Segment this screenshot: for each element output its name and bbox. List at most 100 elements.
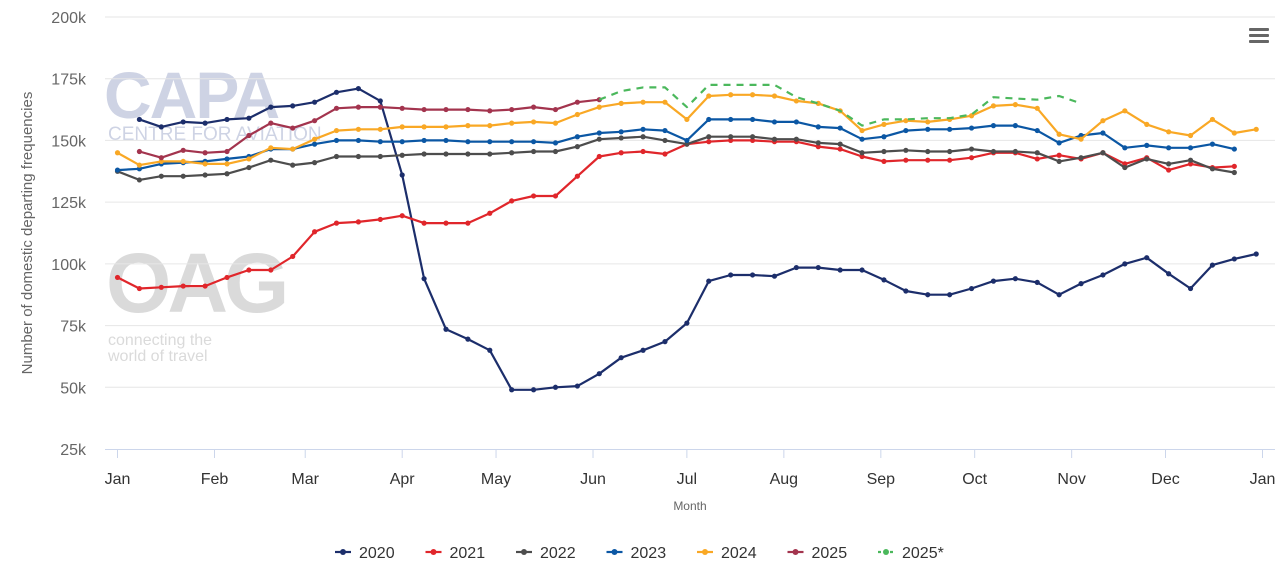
data-point	[837, 146, 843, 152]
data-point	[1122, 261, 1128, 267]
data-point	[1012, 276, 1018, 282]
data-point	[596, 153, 602, 160]
data-point	[1100, 130, 1106, 136]
data-point	[837, 125, 843, 131]
legend-item[interactable]: 2025*	[878, 545, 944, 562]
data-point	[1166, 161, 1172, 167]
series-line	[598, 83, 1082, 127]
legend-item[interactable]: 2024	[697, 545, 757, 562]
data-point	[728, 134, 734, 140]
data-point	[246, 115, 252, 121]
data-point	[925, 292, 931, 298]
data-point	[640, 347, 646, 353]
data-point	[333, 153, 340, 160]
data-point	[1144, 255, 1150, 261]
data-point	[311, 118, 318, 124]
data-point	[246, 267, 252, 273]
data-point	[465, 139, 471, 145]
series	[114, 134, 1237, 183]
y-tick-label: 125k	[51, 195, 87, 212]
data-point	[509, 150, 515, 156]
y-axis-title: Number of domestic departing frequencies	[19, 92, 36, 375]
data-point	[487, 347, 493, 353]
data-point	[749, 92, 756, 98]
data-point	[881, 277, 887, 283]
x-tick-label: Sep	[867, 471, 896, 488]
data-point	[749, 137, 756, 144]
data-point	[618, 150, 624, 156]
series	[114, 137, 1237, 292]
y-tick-label: 175k	[51, 72, 87, 89]
legend-item[interactable]: 2023	[606, 545, 667, 562]
data-point	[552, 148, 559, 155]
data-point	[1187, 145, 1194, 151]
series-line	[117, 118, 1235, 172]
data-point	[290, 162, 296, 168]
menu-bar[interactable]	[1249, 34, 1269, 37]
data-point	[793, 136, 799, 142]
oag-tagline: connecting the	[108, 332, 212, 349]
data-point	[771, 273, 778, 279]
data-point	[706, 139, 712, 145]
data-point	[662, 137, 668, 144]
legend-item[interactable]: 2021	[425, 545, 486, 562]
data-point	[224, 148, 230, 155]
data-point	[903, 118, 909, 124]
data-point	[136, 148, 143, 155]
data-point	[1187, 157, 1194, 163]
data-point	[1078, 136, 1084, 142]
data-point	[859, 150, 865, 156]
menu-bar[interactable]	[1249, 28, 1269, 31]
legend-item[interactable]: 2022	[516, 545, 576, 562]
menu-bar[interactable]	[1249, 40, 1269, 43]
x-tick-label: May	[481, 471, 511, 488]
data-point	[749, 116, 756, 123]
legend-symbol-dot	[792, 549, 799, 555]
data-point	[990, 103, 997, 109]
legend-label: 2025*	[902, 545, 944, 562]
data-point	[465, 151, 471, 157]
data-point	[968, 125, 975, 131]
x-tick-label: Mar	[291, 471, 319, 488]
data-point	[399, 213, 405, 219]
data-point	[224, 274, 230, 281]
series	[598, 83, 1082, 127]
data-point	[487, 123, 493, 129]
data-point	[530, 104, 537, 110]
data-point	[859, 267, 865, 273]
data-point	[202, 161, 208, 167]
data-point	[333, 89, 340, 95]
data-point	[114, 274, 121, 281]
x-tick-label: Feb	[201, 471, 229, 488]
data-point	[509, 198, 515, 204]
data-point	[1034, 279, 1040, 285]
legend-item[interactable]: 2025	[787, 545, 848, 562]
data-point	[487, 139, 493, 145]
x-tick-label: Jan	[1250, 471, 1276, 488]
legend-label: 2023	[631, 545, 667, 562]
data-point	[881, 158, 887, 165]
series	[114, 116, 1237, 173]
data-point	[574, 383, 580, 389]
legend-item[interactable]: 2020	[335, 545, 395, 562]
data-point	[1166, 167, 1172, 173]
series	[136, 85, 1259, 393]
data-point	[136, 162, 143, 168]
data-point	[224, 116, 230, 123]
data-point	[1012, 148, 1018, 155]
data-point	[136, 116, 143, 123]
data-point	[618, 129, 624, 135]
data-point	[640, 99, 646, 105]
legend-symbol-dot	[611, 549, 618, 555]
data-point	[311, 160, 318, 166]
data-point	[1012, 123, 1018, 129]
data-point	[881, 134, 887, 140]
data-point	[202, 283, 208, 289]
menu-button[interactable]	[1249, 28, 1269, 43]
data-point	[706, 116, 712, 123]
data-point	[1231, 163, 1237, 169]
legend-label: 2020	[359, 545, 395, 562]
data-point	[355, 219, 361, 225]
data-point	[1166, 129, 1172, 135]
data-point	[443, 220, 449, 226]
